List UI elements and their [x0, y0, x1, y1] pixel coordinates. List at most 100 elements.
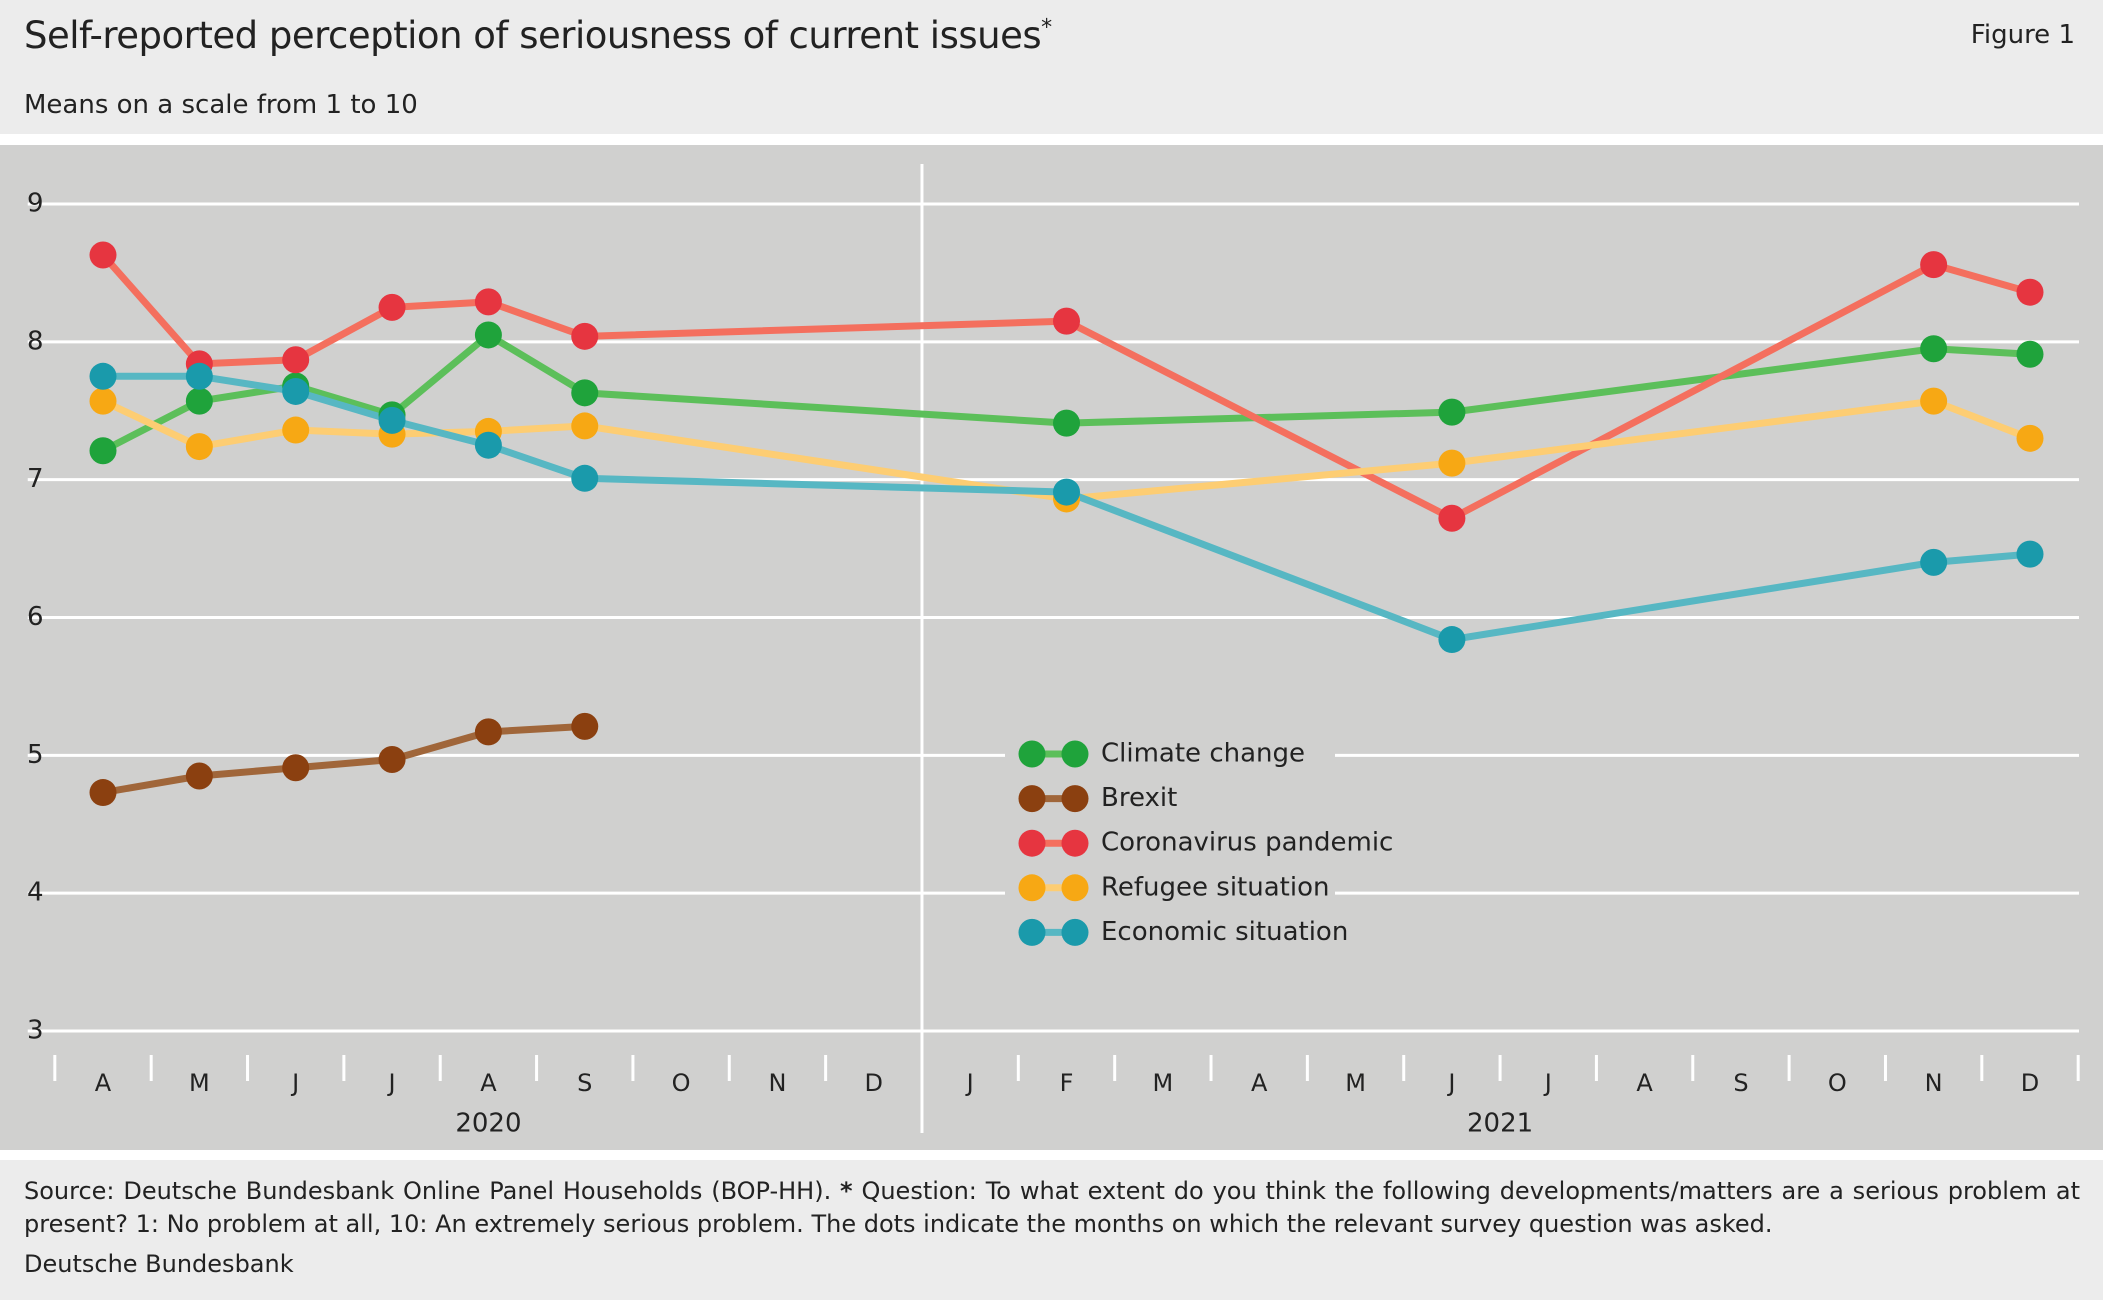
x-tick-label: J [965, 1069, 974, 1097]
series-line [102, 722, 585, 796]
legend-marker [1061, 740, 1089, 768]
x-tick-label: A [95, 1069, 112, 1097]
data-point [1438, 398, 1466, 426]
publisher: Deutsche Bundesbank [24, 1250, 294, 1278]
x-tick-label: N [1925, 1069, 1943, 1097]
data-point [1438, 626, 1466, 654]
x-tick-label: A [1636, 1069, 1653, 1097]
chart-title-box: Self-reported perception of seriousness … [24, 14, 1052, 57]
notes: Source: Deutsche Bundesbank Online Panel… [24, 1175, 2080, 1241]
x-tick-label: D [865, 1069, 883, 1097]
legend-marker [1061, 918, 1089, 946]
legend-marker [1061, 874, 1089, 902]
data-point [282, 416, 310, 444]
legend-marker [1018, 829, 1046, 857]
source-note: Source: Deutsche Bundesbank Online Panel… [24, 1177, 832, 1205]
footer: Source: Deutsche Bundesbank Online Panel… [0, 1160, 2103, 1300]
data-point [89, 387, 117, 415]
y-tick-label: 9 [27, 189, 44, 219]
legend-marker [1061, 829, 1089, 857]
y-tick-label: 5 [27, 740, 44, 770]
data-point [185, 762, 213, 790]
subtitle: Means on a scale from 1 to 10 [24, 90, 418, 120]
chart-title: Self-reported perception of seriousness … [24, 14, 1042, 57]
y-tick-label: 3 [27, 1016, 44, 1046]
data-point [378, 293, 406, 321]
legend-marker [1018, 874, 1046, 902]
x-tick-label: O [672, 1069, 691, 1097]
data-point [474, 718, 502, 746]
year-label: 2021 [1467, 1109, 1533, 1139]
x-tick-label: M [1345, 1069, 1366, 1097]
x-tick-label: A [1251, 1069, 1268, 1097]
data-point [2016, 340, 2044, 368]
data-point [1053, 409, 1080, 437]
data-point [1920, 548, 1948, 576]
x-tick-label: M [1152, 1069, 1173, 1097]
x-tick-label: S [1733, 1069, 1748, 1097]
data-point [1053, 307, 1080, 335]
data-point [571, 464, 599, 492]
legend-label: Economic situation [1101, 917, 1348, 947]
data-point [1920, 387, 1948, 415]
data-point [474, 321, 502, 349]
y-tick-label: 6 [27, 602, 44, 632]
data-point [2016, 278, 2044, 306]
data-point [571, 412, 599, 440]
chart: 3 4 5 6 7 8 9 A M J J A S O N D J F M A M J J A S O N D 2020 2021 Clim… [0, 145, 2103, 1150]
data-point [89, 241, 117, 269]
data-point [474, 431, 502, 459]
y-tick-label: 8 [27, 326, 44, 356]
data-point [282, 377, 310, 405]
x-tick-label: A [480, 1069, 497, 1097]
asterisk: * [840, 1177, 853, 1205]
data-point [185, 362, 213, 390]
y-tick-label: 4 [27, 878, 44, 908]
x-tick-label: J [387, 1069, 396, 1097]
x-tick-label: O [1828, 1069, 1847, 1097]
data-point [282, 754, 310, 782]
data-point [1053, 478, 1080, 506]
x-tick-label: N [768, 1069, 786, 1097]
x-tick-label: J [1446, 1069, 1455, 1097]
figure-label: Figure 1 [1970, 20, 2075, 50]
data-point [1920, 251, 1948, 279]
data-point [185, 387, 213, 415]
series-line [101, 331, 2031, 454]
series-line [101, 397, 2032, 503]
x-tick-label: D [2021, 1069, 2039, 1097]
data-point [2016, 424, 2044, 452]
legend-marker [1018, 785, 1046, 813]
header: Self-reported perception of seriousness … [0, 0, 2103, 134]
legend-label: Climate change [1101, 739, 1305, 769]
data-point [378, 745, 406, 773]
data-point [571, 322, 599, 350]
x-tick-label: S [577, 1069, 592, 1097]
x-tick-label: F [1060, 1069, 1074, 1097]
data-point [1438, 504, 1466, 532]
legend-label: Brexit [1101, 783, 1177, 813]
year-label: 2020 [455, 1109, 521, 1139]
data-point [89, 779, 117, 807]
legend-marker [1018, 740, 1046, 768]
series-line [100, 252, 2031, 522]
plot-background [0, 145, 2103, 1150]
data-point [1438, 449, 1466, 477]
data-point [571, 712, 599, 740]
data-point [185, 433, 213, 461]
legend-marker [1018, 918, 1046, 946]
series-line [103, 372, 2031, 644]
data-point [474, 288, 502, 316]
x-tick-label: M [189, 1069, 210, 1097]
data-point [89, 362, 117, 390]
x-tick-label: J [290, 1069, 299, 1097]
data-point [1920, 335, 1948, 363]
data-point [571, 379, 599, 407]
data-point [2016, 540, 2044, 568]
y-tick-label: 7 [27, 464, 44, 494]
x-tick-label: J [1543, 1069, 1552, 1097]
legend-label: Coronavirus pandemic [1101, 828, 1393, 858]
data-point [89, 437, 117, 465]
data-point [378, 406, 406, 434]
